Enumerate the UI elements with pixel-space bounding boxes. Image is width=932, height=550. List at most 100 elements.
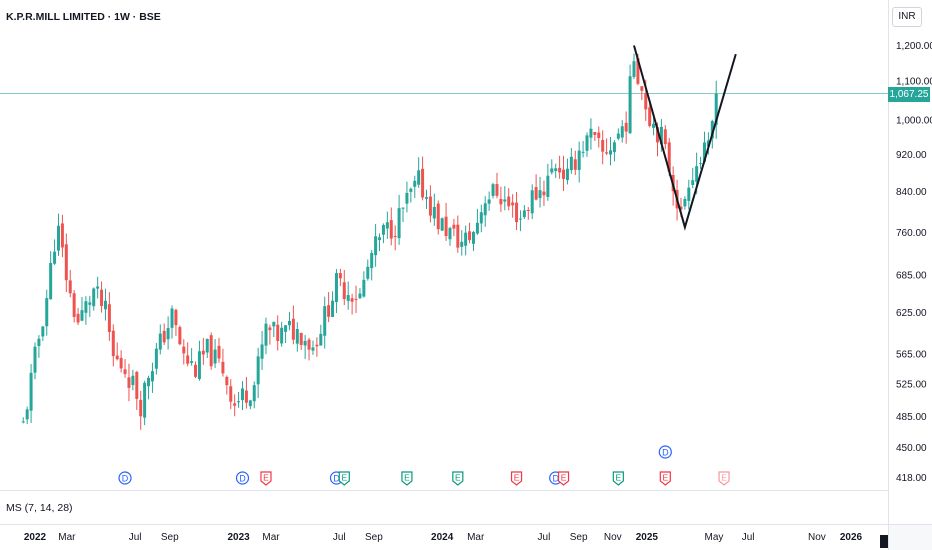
candle-body bbox=[221, 361, 225, 374]
x-tick-label: 2025 bbox=[636, 532, 659, 543]
candle-body bbox=[331, 300, 335, 317]
candle-body bbox=[229, 386, 233, 402]
candle-body bbox=[562, 169, 566, 179]
candle-body bbox=[421, 168, 425, 198]
candle-body bbox=[68, 280, 72, 294]
candle-body bbox=[41, 326, 45, 337]
candle-body bbox=[710, 121, 714, 139]
candle-body bbox=[307, 339, 311, 350]
candle-body bbox=[64, 244, 68, 281]
candle-body bbox=[605, 152, 609, 154]
candle-body bbox=[714, 93, 718, 125]
dividend-marker bbox=[118, 471, 132, 485]
scroll-to-latest-button[interactable] bbox=[880, 535, 888, 548]
earnings-marker bbox=[510, 471, 523, 486]
candle-body bbox=[589, 128, 593, 138]
candle-body bbox=[393, 235, 397, 237]
y-tick-label: 840.00 bbox=[896, 187, 927, 198]
dividend-marker bbox=[235, 471, 250, 485]
x-tick-label: Mar bbox=[467, 532, 485, 543]
x-tick-label: 2024 bbox=[431, 532, 454, 543]
earnings-marker-label: E bbox=[404, 473, 410, 483]
candle-body bbox=[72, 293, 76, 317]
earnings-marker bbox=[260, 471, 272, 486]
candle-body bbox=[479, 212, 483, 224]
candle-body bbox=[655, 127, 659, 143]
candle-body bbox=[186, 355, 190, 364]
y-tick-label: 450.00 bbox=[896, 443, 927, 454]
candle-body bbox=[37, 338, 41, 347]
candle-body bbox=[158, 333, 162, 350]
candle-body bbox=[706, 140, 710, 147]
candle-body bbox=[213, 349, 217, 364]
candle-body bbox=[425, 197, 429, 199]
candle-body bbox=[362, 279, 366, 297]
candle-body bbox=[135, 371, 139, 399]
candle-body bbox=[260, 344, 264, 359]
y-tick-label: 485.00 bbox=[896, 412, 927, 423]
earnings-marker bbox=[401, 471, 413, 486]
candle-body bbox=[209, 335, 213, 367]
x-tick-label: Jul bbox=[129, 532, 142, 543]
candle-body bbox=[550, 168, 554, 173]
candle-body bbox=[452, 224, 456, 229]
x-tick-label: Nov bbox=[604, 532, 622, 543]
candle-body bbox=[667, 142, 671, 172]
earnings-marker-label: E bbox=[341, 473, 347, 483]
candle-body bbox=[354, 298, 358, 300]
pane-separator[interactable] bbox=[0, 490, 888, 491]
y-tick-label: 1,100.00 bbox=[896, 77, 932, 88]
candle-body bbox=[702, 142, 706, 162]
candle-body bbox=[644, 93, 648, 110]
candle-body bbox=[624, 122, 628, 132]
earnings-marker bbox=[452, 471, 464, 486]
candle-body bbox=[56, 225, 60, 251]
candle-body bbox=[628, 76, 632, 134]
candle-body bbox=[88, 302, 92, 305]
candle-body bbox=[25, 409, 29, 420]
candle-body bbox=[405, 192, 409, 204]
candle-body bbox=[280, 327, 284, 344]
candle-body bbox=[687, 187, 691, 201]
candle-body bbox=[569, 156, 573, 171]
y-tick-label: 625.00 bbox=[896, 308, 927, 319]
candle-body bbox=[468, 231, 472, 241]
currency-label[interactable]: INR bbox=[892, 7, 922, 27]
candle-body bbox=[33, 346, 37, 373]
candle-body bbox=[291, 318, 295, 340]
x-tick-label: Mar bbox=[58, 532, 76, 543]
candle-body bbox=[585, 135, 589, 151]
candle-body bbox=[252, 385, 256, 402]
candle-body bbox=[609, 150, 613, 155]
candle-body bbox=[495, 184, 499, 196]
candle-body bbox=[139, 399, 143, 417]
candle-body bbox=[577, 150, 581, 171]
x-tick-label: 2023 bbox=[227, 532, 250, 543]
candle-body bbox=[663, 129, 667, 145]
y-tick-label: 685.00 bbox=[896, 271, 927, 282]
candle-body bbox=[632, 61, 636, 77]
symbol-title[interactable]: K.P.R.MILL LIMITED · 1W · BSE bbox=[6, 11, 161, 23]
candle-body bbox=[378, 237, 382, 241]
x-tick-label: May bbox=[705, 532, 724, 543]
indicator-label[interactable]: MS (7, 14, 28) bbox=[6, 502, 73, 514]
candle-body bbox=[327, 305, 331, 317]
candle-body bbox=[385, 222, 389, 229]
candle-body bbox=[370, 252, 374, 269]
candle-body bbox=[491, 184, 495, 196]
candle-body bbox=[593, 131, 597, 135]
candle-body bbox=[346, 295, 350, 301]
dividend-marker-label: D bbox=[122, 474, 129, 484]
earnings-marker-label: E bbox=[263, 473, 269, 483]
candle-body bbox=[546, 175, 550, 197]
candle-body bbox=[147, 377, 151, 387]
candle-body bbox=[581, 151, 585, 153]
candle-body bbox=[96, 286, 100, 289]
candle-body bbox=[299, 332, 303, 345]
candle-body bbox=[612, 142, 616, 153]
candle-body bbox=[636, 58, 640, 84]
candle-body bbox=[565, 168, 569, 181]
candle-body bbox=[80, 310, 84, 321]
candle-body bbox=[487, 199, 491, 204]
